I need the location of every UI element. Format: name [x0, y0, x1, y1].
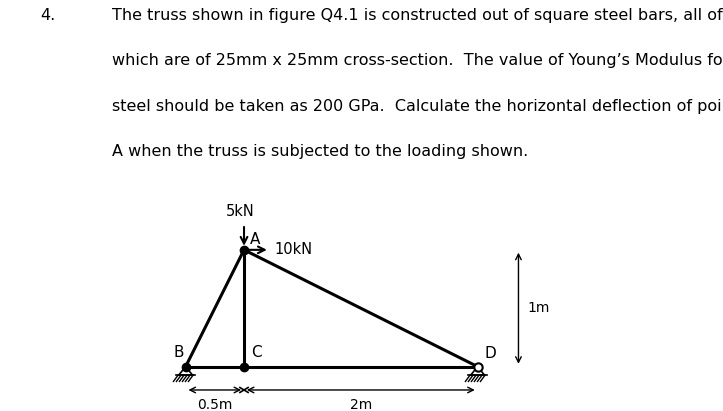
Text: 0.5m: 0.5m — [197, 398, 233, 411]
Text: A: A — [250, 233, 260, 247]
Text: 1m: 1m — [528, 301, 550, 315]
Text: A when the truss is subjected to the loading shown.: A when the truss is subjected to the loa… — [112, 144, 529, 159]
Text: 4.: 4. — [40, 8, 55, 23]
Text: The truss shown in figure Q4.1 is constructed out of square steel bars, all of: The truss shown in figure Q4.1 is constr… — [112, 8, 723, 23]
Text: 5kN: 5kN — [226, 204, 255, 219]
Text: D: D — [484, 346, 497, 361]
Text: C: C — [251, 344, 262, 360]
Text: steel should be taken as 200 GPa.  Calculate the horizontal deflection of point: steel should be taken as 200 GPa. Calcul… — [112, 99, 723, 113]
Text: 2m: 2m — [350, 398, 372, 411]
Text: 10kN: 10kN — [275, 242, 312, 257]
Text: B: B — [174, 344, 184, 360]
Text: which are of 25mm x 25mm cross-section.  The value of Young’s Modulus for: which are of 25mm x 25mm cross-section. … — [112, 53, 723, 68]
